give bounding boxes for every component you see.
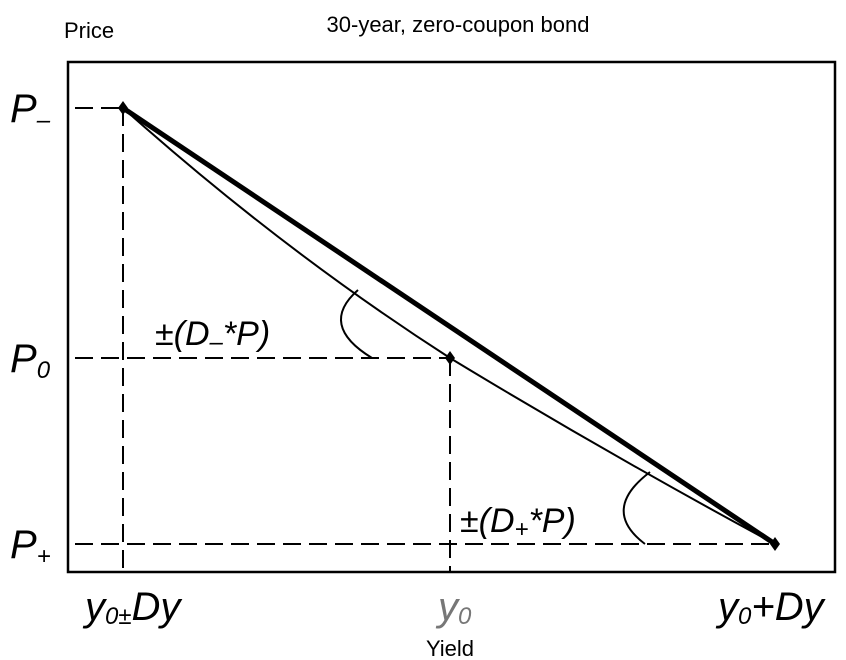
point — [770, 537, 780, 551]
title: 30-year, zero-coupon bond — [327, 12, 590, 37]
annotation: ±(D+*P) — [460, 502, 576, 543]
guide — [75, 357, 451, 572]
y-axis-label: Price — [64, 18, 114, 43]
price-label: P0 — [10, 337, 51, 384]
tangent-line — [121, 105, 777, 547]
point — [118, 101, 128, 115]
yield-label: y0 — [435, 585, 472, 630]
x-axis-label: Yield — [426, 636, 474, 660]
angle-arc — [622, 471, 651, 545]
annotation: ±(D–*P) — [155, 315, 270, 356]
yield-label: y0±Dy — [82, 585, 183, 630]
yield-label: y0+Dy — [715, 585, 827, 630]
price-label: P+ — [10, 523, 51, 570]
price-label: P– — [10, 87, 51, 134]
guide — [75, 107, 124, 572]
angle-arc — [340, 289, 373, 359]
point — [445, 351, 455, 365]
frame — [66, 60, 837, 574]
